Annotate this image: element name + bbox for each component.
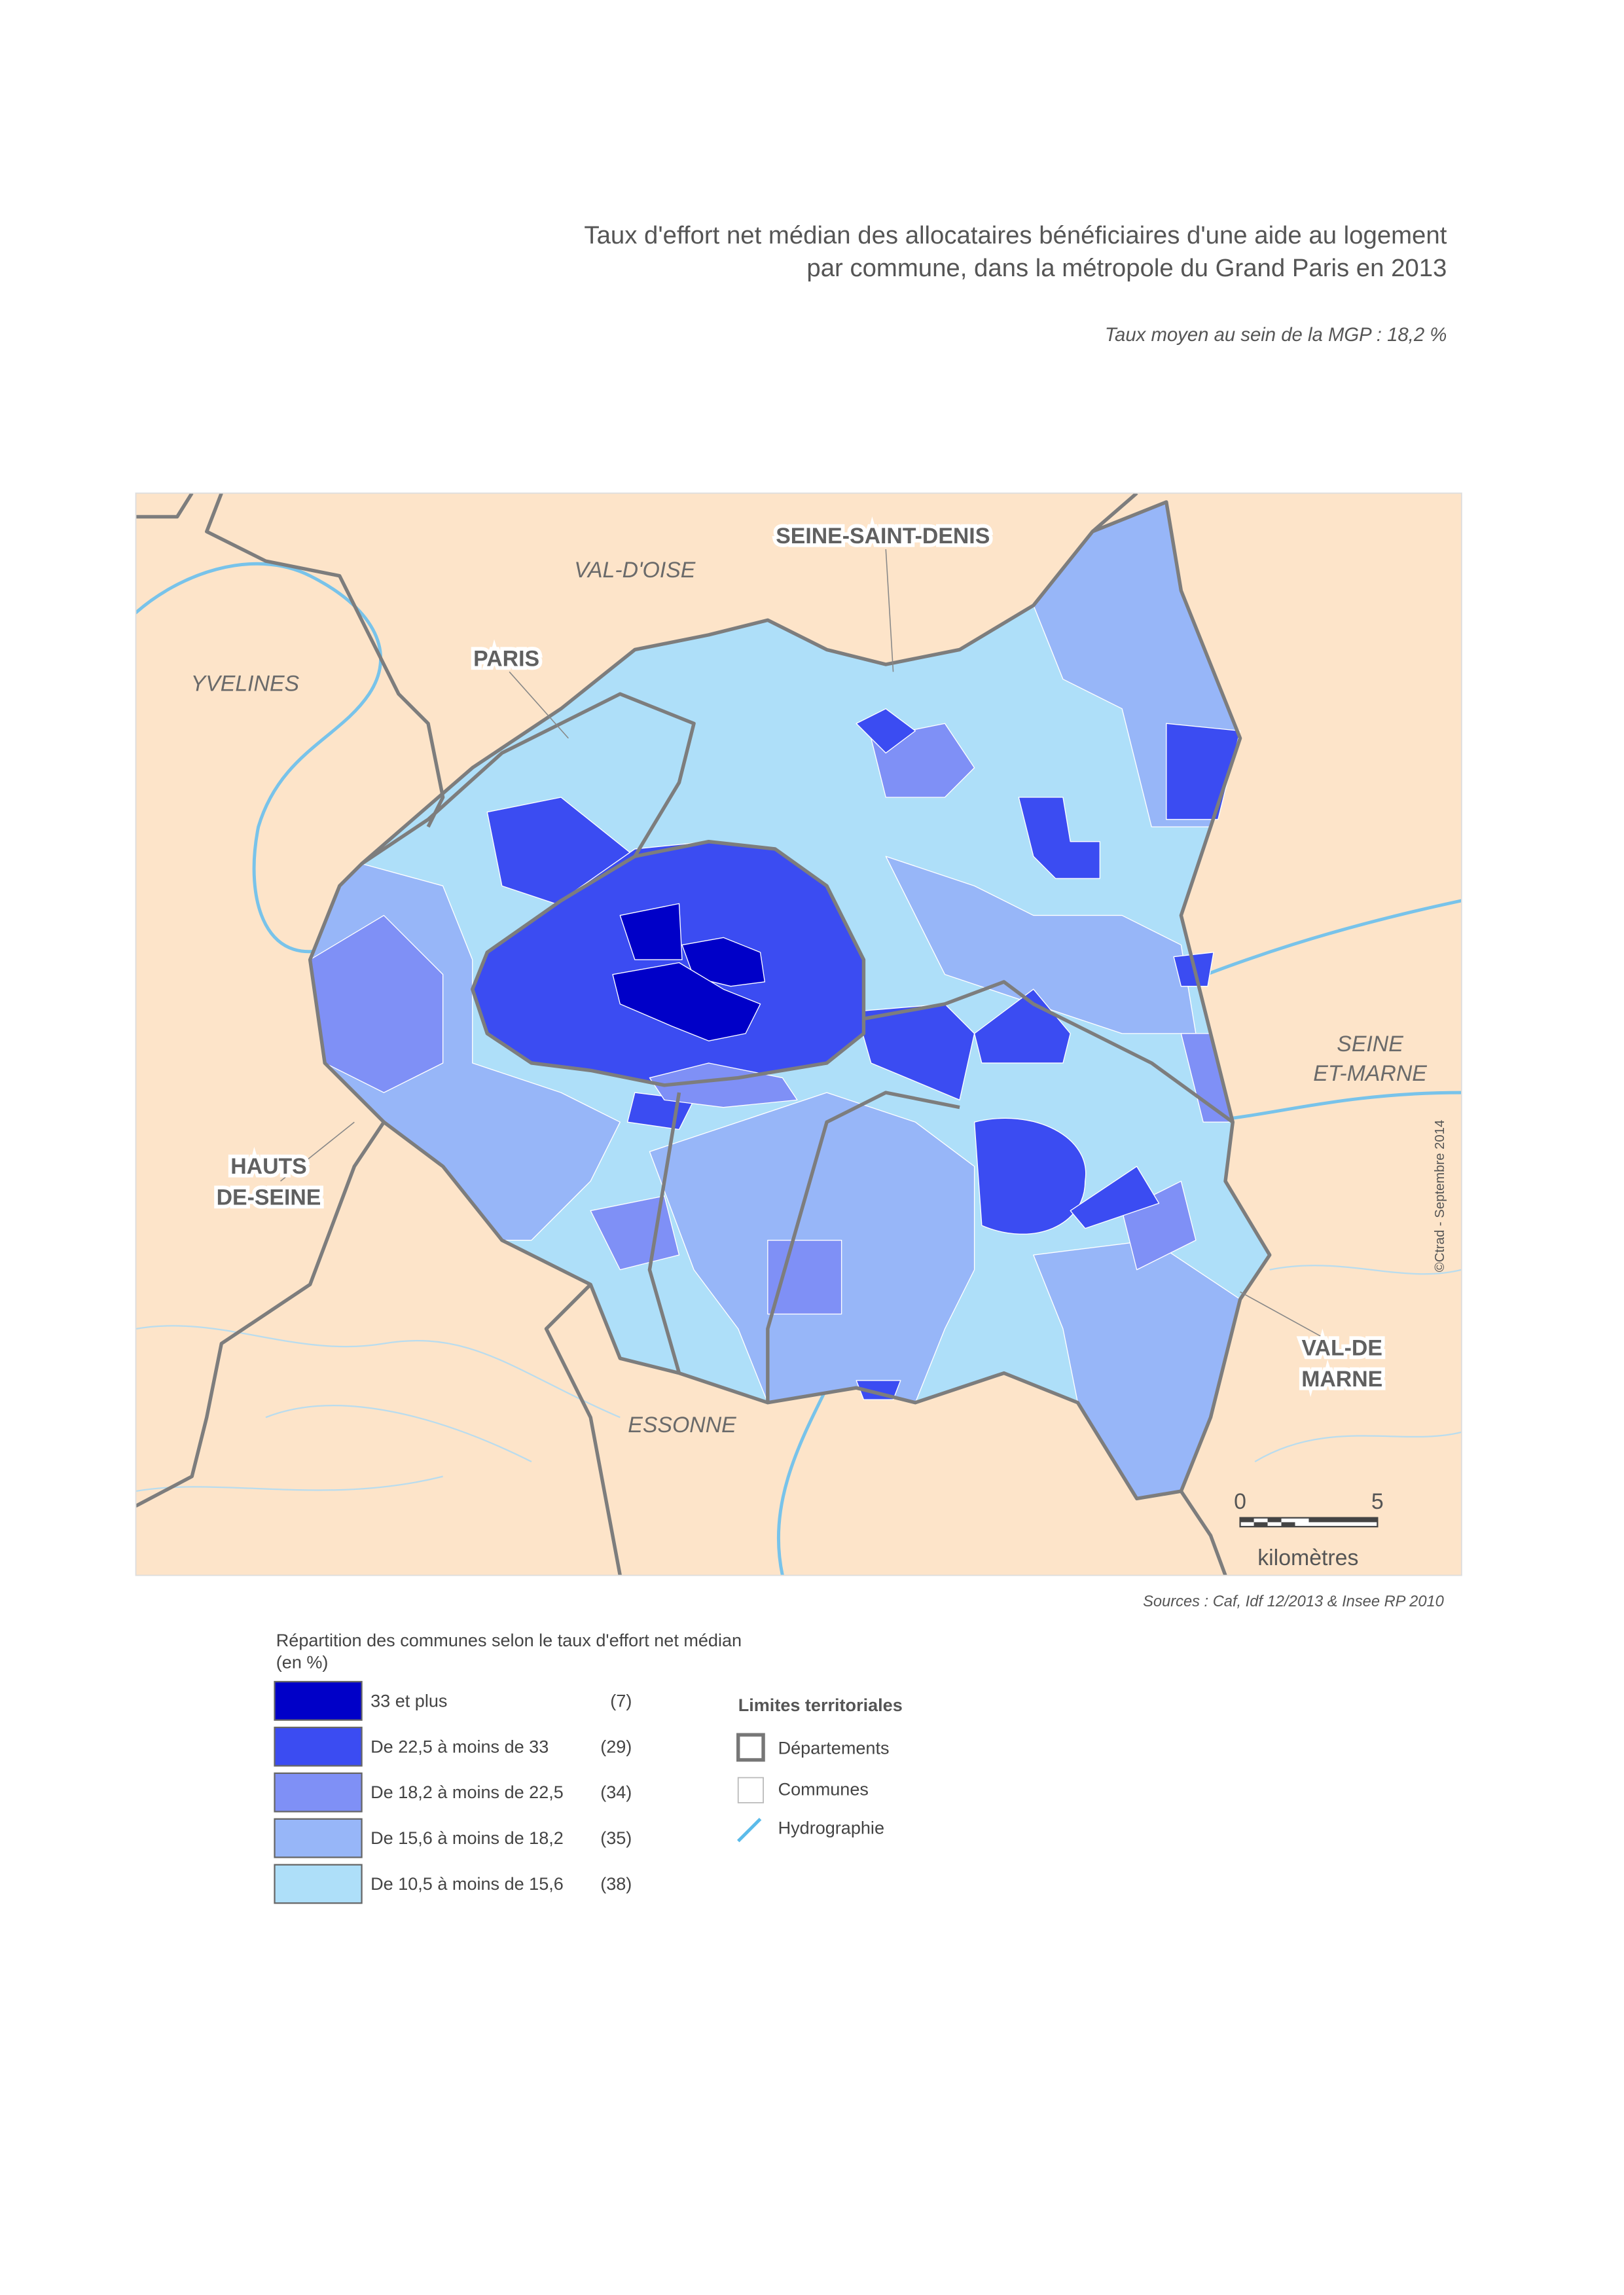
legend-swatch <box>274 1864 363 1904</box>
commune-area <box>1070 1166 1160 1229</box>
legend-swatch <box>274 1818 363 1858</box>
scale-segment <box>1254 1522 1268 1527</box>
department-boundary <box>135 493 1227 1576</box>
scale-segment <box>1281 1522 1295 1527</box>
department-label: ESSONNE <box>628 1413 736 1437</box>
commune-area <box>856 708 916 754</box>
department-label: SEINE <box>1337 1032 1403 1057</box>
credit: ©Ctrad - Septembre 2014 <box>1433 1120 1447 1273</box>
legend-swatch <box>274 1680 363 1721</box>
commune-area <box>612 962 761 1041</box>
commune-area <box>767 1239 842 1315</box>
scale-unit: kilomètres <box>1257 1545 1358 1570</box>
hydro-symbol <box>736 1818 762 1843</box>
scale-segment <box>1308 1517 1378 1523</box>
scale-segment <box>1267 1517 1282 1523</box>
commune-area <box>619 903 683 960</box>
commune-area <box>1018 797 1100 879</box>
department-label: MARNE <box>1301 1367 1382 1392</box>
legend-label: De 22,5 à moins de 33 <box>370 1737 549 1756</box>
department-label: HAUTS <box>230 1154 307 1179</box>
legend-label: 33 et plus <box>370 1691 447 1710</box>
title-line: par commune, dans la métropole du Grand … <box>806 254 1447 282</box>
limits-item: Départements <box>778 1739 890 1758</box>
legend-swatch <box>274 1772 363 1813</box>
department-label: DE-SEINE <box>217 1185 321 1210</box>
department-symbol <box>736 1733 765 1762</box>
department-label: VAL-DE <box>1302 1336 1382 1361</box>
limits-title: Limites territoriales <box>738 1695 903 1715</box>
scale-label: 0 <box>1234 1489 1246 1514</box>
stream <box>135 1265 1462 1492</box>
department-label: YVELINES <box>191 672 300 696</box>
scale-segment <box>1240 1517 1254 1523</box>
scale-label: 5 <box>1371 1489 1384 1514</box>
commune-area <box>590 1195 680 1271</box>
limits-item: Hydrographie <box>778 1818 884 1837</box>
sources: Sources : Caf, Idf 12/2013 & Insee RP 20… <box>1143 1593 1444 1610</box>
legend-count: (29) <box>600 1737 632 1756</box>
commune-area <box>973 1117 1087 1235</box>
legend-label: De 18,2 à moins de 22,5 <box>370 1782 564 1802</box>
limits-item: Communes <box>778 1780 869 1799</box>
department-label: ET-MARNE <box>1313 1061 1427 1086</box>
department-label: SEINE-SAINT-DENIS <box>776 524 990 549</box>
department-boundary <box>308 500 1272 1501</box>
legend-swatch <box>274 1726 363 1767</box>
department-label: PARIS <box>473 646 539 671</box>
subtitle: Taux moyen au sein de la MGP : 18,2 % <box>1105 324 1447 346</box>
legend-count: (7) <box>610 1691 632 1710</box>
legend-title: Répartition des communes selon le taux d… <box>276 1631 742 1650</box>
title-line: Taux d'effort net médian des allocataire… <box>584 221 1447 249</box>
map: VAL-D'OISE SEINE-SAINT-DENIS PARIS YVELI… <box>135 492 1462 1576</box>
legend-label: De 10,5 à moins de 15,6 <box>370 1874 564 1894</box>
map-frame <box>135 492 1462 1576</box>
department-boundary <box>647 980 1234 1403</box>
department-boundary <box>361 692 866 1087</box>
department-label: VAL-D'OISE <box>574 558 696 583</box>
legend-count: (38) <box>600 1874 632 1894</box>
legend-count: (34) <box>600 1782 632 1802</box>
legend: Répartition des communes selon le taux d… <box>274 1631 903 1904</box>
legend-count: (35) <box>600 1828 632 1848</box>
leader-line <box>280 549 1329 1341</box>
scale-bar: 0 5 kilomètres <box>1234 1489 1384 1570</box>
commune-symbol <box>737 1777 764 1803</box>
legend-title: (en %) <box>276 1653 329 1672</box>
legend-label: De 15,6 à moins de 18,2 <box>370 1828 564 1848</box>
